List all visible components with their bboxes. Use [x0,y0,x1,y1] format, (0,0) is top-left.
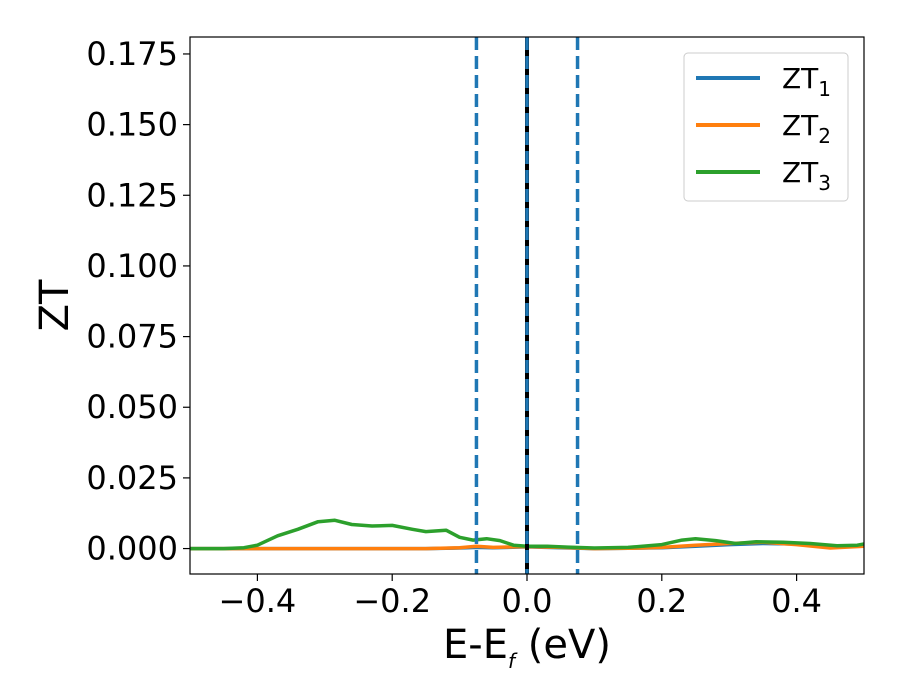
series-line-3 [190,518,864,551]
x-tick-label: −0.4 [219,582,297,620]
y-tick-label: 0.050 [86,388,178,426]
x-tick-label: −0.2 [353,582,431,620]
x-axis: −0.4 −0.2 0.0 0.2 0.4 [219,574,822,620]
y-tick-label: 0.000 [86,530,178,568]
legend-label-1: ZT1 [782,62,831,101]
x-tick-label: 0.0 [502,582,553,620]
y-tick-label: 0.175 [86,35,178,73]
legend-box [683,52,849,202]
series-layer [190,518,864,551]
vline-layer [474,37,580,574]
x-tick-label: 0.4 [771,582,822,620]
y-tick-label: 0.150 [86,106,178,144]
legend-label-3: ZT3 [782,156,831,195]
legend-label-2: ZT2 [782,109,831,148]
y-tick-label: 0.100 [86,247,178,285]
y-tick-label: 0.025 [86,459,178,497]
x-tick-label: 0.2 [636,582,687,620]
y-tick-label: 0.075 [86,318,178,356]
legend: ZT1 ZT2 ZT3 [683,52,849,202]
y-axis: 0.000 0.025 0.050 0.075 0.100 0.125 0.150 0.175 [86,35,190,568]
y-axis-label: ZT [32,279,78,331]
x-axis-label: E-Ef (eV) [443,622,611,673]
y-tick-label: 0.125 [86,176,178,214]
